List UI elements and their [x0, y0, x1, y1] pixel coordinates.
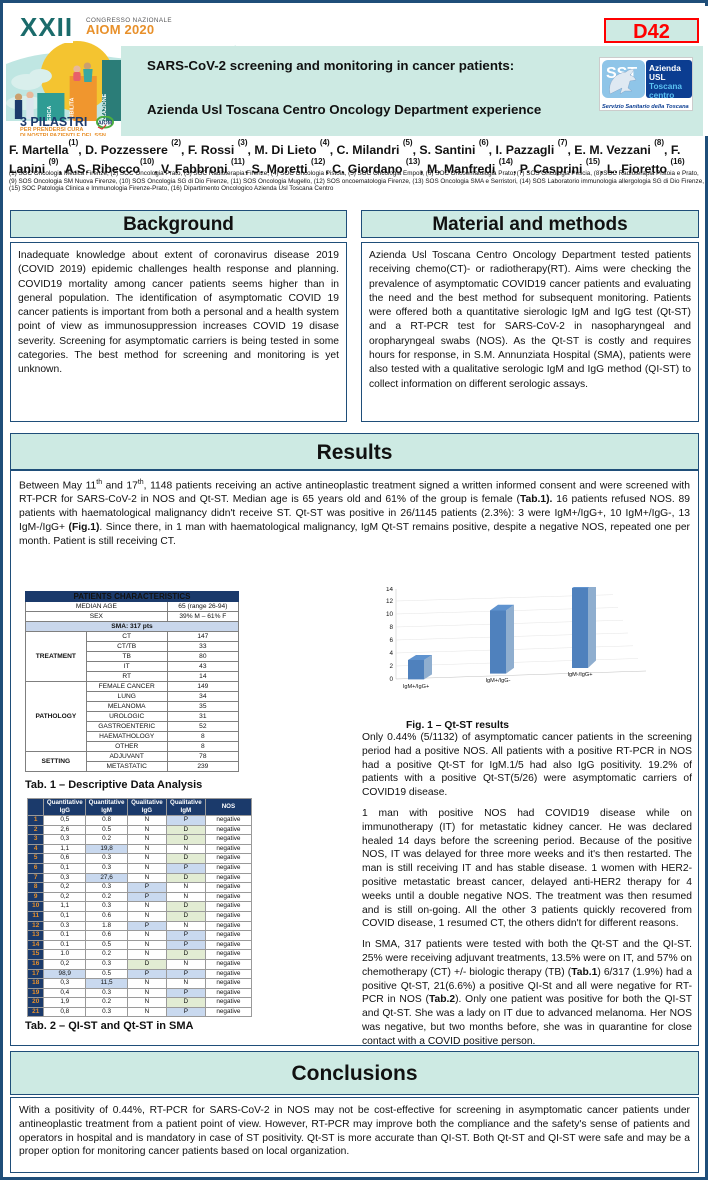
- svg-text:IgM+/IgG-: IgM+/IgG-: [485, 678, 510, 684]
- svg-text:0: 0: [389, 676, 393, 683]
- svg-text:2: 2: [389, 663, 393, 670]
- svg-text:6: 6: [389, 637, 393, 644]
- svg-text:centro: centro: [649, 90, 674, 100]
- svg-text:4: 4: [389, 650, 393, 657]
- svg-text:10: 10: [386, 611, 394, 618]
- svg-text:8: 8: [389, 624, 393, 631]
- svg-text:Servizio Sanitario della Tosca: Servizio Sanitario della Toscana: [602, 104, 689, 110]
- svg-text:IgM+/IgG+: IgM+/IgG+: [403, 684, 429, 690]
- svg-text:12: 12: [386, 598, 394, 605]
- svg-text:14: 14: [386, 587, 394, 593]
- svg-text:IgM-/IgG+: IgM-/IgG+: [567, 672, 592, 678]
